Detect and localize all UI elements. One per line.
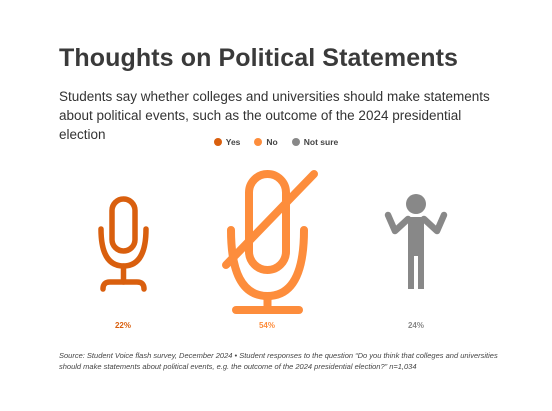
chart-subtitle: Students say whether colleges and univer…	[59, 89, 490, 142]
mic-holder	[98, 226, 149, 269]
chart-title: Thoughts on Political Statements	[59, 44, 459, 72]
crossed-microphone-icon	[222, 170, 318, 314]
legend-label-not-sure: Not sure	[303, 137, 339, 147]
legend-item-not-sure: Not sure	[291, 137, 339, 147]
legend: Yes No Not sure	[0, 137, 552, 147]
mic-head	[109, 196, 138, 254]
value-label-no: 54%	[259, 321, 275, 330]
legend-item-yes: Yes	[213, 137, 241, 147]
shrugging-person-icon	[384, 194, 448, 289]
value-label-not-sure: 24%	[408, 321, 424, 330]
crossed-mic-holder	[227, 226, 308, 300]
value-label-yes: 22%	[115, 321, 131, 330]
legend-swatch-yes	[213, 138, 222, 146]
legend-swatch-no	[254, 138, 263, 146]
person-left-arm	[384, 211, 412, 235]
legend-label-yes: Yes	[225, 137, 241, 147]
microphone-icon	[98, 196, 149, 292]
legend-swatch-not-sure	[291, 138, 300, 146]
person-head	[406, 194, 426, 214]
slash-line	[222, 170, 318, 269]
legend-item-no: No	[254, 137, 278, 147]
person-body	[408, 217, 424, 289]
person-right-arm	[420, 211, 448, 235]
legend-label-no: No	[266, 137, 278, 147]
source-note: Source: Student Voice flash survey, Dece…	[59, 351, 498, 371]
mic-base	[100, 279, 147, 292]
crossed-mic-head	[245, 170, 290, 274]
